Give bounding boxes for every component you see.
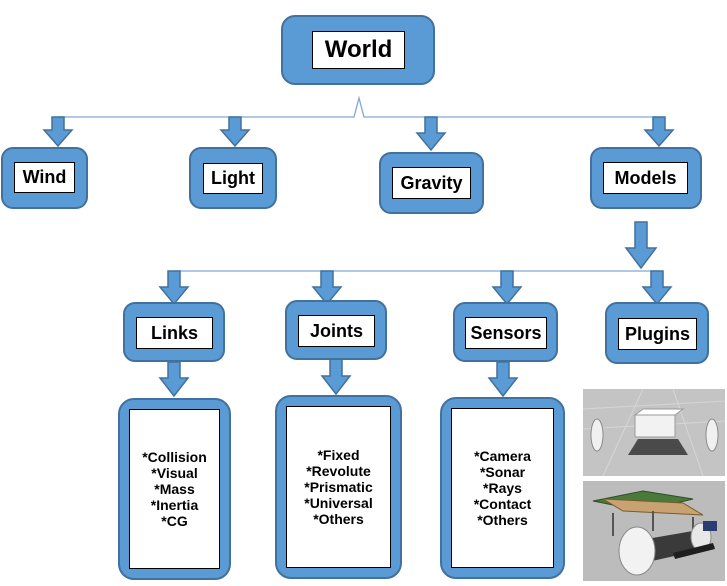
joints-label: Joints [298,315,375,347]
arrow-to-models [643,116,675,148]
arrow-to-links [158,270,190,306]
links-detail-node: *Collision *Visual *Mass *Inertia *CG [118,398,231,580]
light-label: Light [203,163,263,194]
models-label: Models [603,162,688,194]
list-item: *Inertia [150,497,199,513]
list-item: *CG [161,513,188,529]
list-item: *Others [313,511,364,527]
list-item: *Others [477,512,528,528]
list-item: *Collision [142,449,207,465]
joints-node: Joints [285,300,387,360]
plugins-node: Plugins [605,302,709,364]
robot-sim-render-top [583,389,725,476]
list-item: *Revolute [306,463,371,479]
arrow-to-wind [42,116,74,148]
list-item: *Camera [474,448,531,464]
arrow-to-links-list [158,361,190,398]
robot-sim-image-top [583,389,725,476]
joints-detail-list: *Fixed *Revolute *Prismatic *Universal *… [286,406,391,568]
links-label: Links [136,317,213,349]
joints-detail-node: *Fixed *Revolute *Prismatic *Universal *… [275,395,402,579]
world-label: World [312,31,405,69]
wind-node: Wind [1,147,88,209]
world-brace-line [58,95,659,118]
list-item: *Fixed [317,447,360,463]
sensors-label: Sensors [465,317,547,349]
light-node: Light [189,147,277,209]
arrow-to-joints [311,270,343,306]
list-item: *Sonar [479,464,526,480]
gravity-label: Gravity [392,167,471,199]
wind-label: Wind [14,162,75,193]
sensors-node: Sensors [453,302,558,362]
list-item: *Universal [304,495,373,511]
list-item: *Contact [473,496,532,512]
models-node: Models [590,147,702,209]
list-item: *Rays [483,480,522,496]
arrow-to-gravity [415,116,447,152]
arrow-to-sensors [491,270,523,306]
sensors-detail-node: *Camera *Sonar *Rays *Contact *Others [440,397,565,579]
sensors-detail-list: *Camera *Sonar *Rays *Contact *Others [451,408,554,568]
gravity-node: Gravity [379,152,484,214]
list-item: *Visual [151,465,198,481]
robot-sim-image-bottom [583,481,725,581]
arrow-from-models [624,221,658,270]
list-item: *Prismatic [304,479,373,495]
world-node: World [281,15,435,85]
list-item: *Mass [154,481,195,497]
arrow-to-light [219,116,251,148]
arrow-to-sensors-list [487,361,519,398]
robot-sim-render-bottom [583,481,725,581]
plugins-label: Plugins [618,318,697,350]
links-node: Links [123,302,225,362]
arrow-to-joints-list [320,358,352,396]
links-detail-list: *Collision *Visual *Mass *Inertia *CG [129,409,220,569]
arrow-to-plugins [641,270,673,306]
